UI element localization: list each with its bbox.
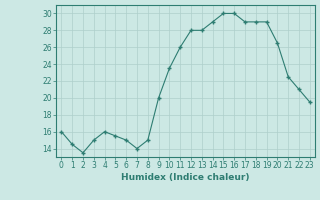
X-axis label: Humidex (Indice chaleur): Humidex (Indice chaleur) bbox=[121, 173, 250, 182]
